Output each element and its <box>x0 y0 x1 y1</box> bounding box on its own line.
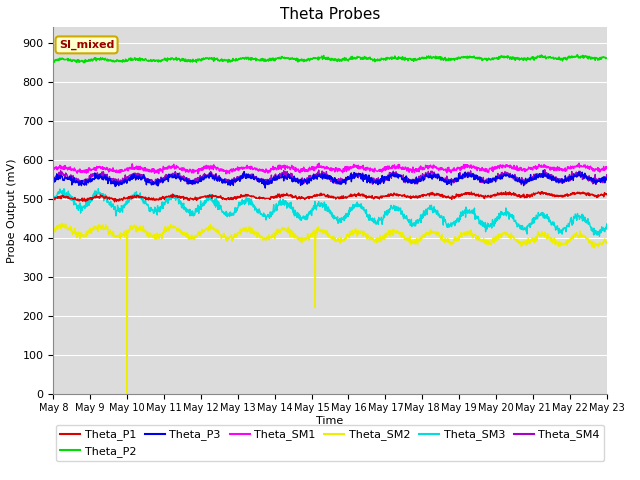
Theta_SM1 <box>235 165 243 170</box>
Theta_SM4 <box>538 171 545 177</box>
Line: Theta_P1: Theta_P1 <box>53 192 607 202</box>
X-axis label: Time: Time <box>316 416 344 426</box>
Text: SI_mixed: SI_mixed <box>59 40 115 50</box>
Theta_P3 <box>173 175 180 180</box>
Theta_P1 <box>538 190 545 196</box>
Theta_P3 <box>540 168 547 173</box>
Theta_P1 <box>489 193 497 199</box>
Theta_P1 <box>538 189 545 194</box>
Theta_SM3 <box>417 216 424 222</box>
Theta_P3 <box>261 185 269 191</box>
Theta_SM1 <box>316 160 323 166</box>
Theta_P3 <box>603 177 611 182</box>
Theta_P2 <box>49 56 57 62</box>
Theta_SM1 <box>173 163 180 168</box>
Theta_SM3 <box>95 186 102 192</box>
Theta_SM4 <box>75 182 83 188</box>
Theta_P3 <box>489 176 497 181</box>
Theta_SM3 <box>173 195 180 201</box>
Theta_SM1 <box>222 171 230 177</box>
Line: Theta_SM2: Theta_SM2 <box>53 223 607 394</box>
Theta_SM1 <box>489 168 497 174</box>
Theta_P1 <box>111 199 118 205</box>
Theta_SM4 <box>417 177 424 182</box>
Theta_SM2 <box>603 239 611 244</box>
Theta_SM1 <box>49 168 57 173</box>
Theta_SM2 <box>124 391 131 396</box>
Theta_SM2 <box>538 233 545 239</box>
Theta_SM4 <box>603 172 611 178</box>
Theta_P1 <box>159 194 167 200</box>
Theta_SM1 <box>603 165 611 170</box>
Y-axis label: Probe Output (mV): Probe Output (mV) <box>7 158 17 263</box>
Theta_SM2 <box>49 225 57 230</box>
Legend: Theta_P1, Theta_P2, Theta_P3, Theta_SM1, Theta_SM2, Theta_SM3, Theta_SM4: Theta_P1, Theta_P2, Theta_P3, Theta_SM1,… <box>56 425 604 461</box>
Theta_SM3 <box>538 210 545 216</box>
Theta_SM2 <box>417 236 424 241</box>
Theta_P2 <box>538 52 545 58</box>
Line: Theta_P2: Theta_P2 <box>53 55 607 63</box>
Theta_SM3 <box>49 196 57 202</box>
Line: Theta_SM3: Theta_SM3 <box>53 189 607 236</box>
Theta_P3 <box>49 177 57 182</box>
Theta_SM3 <box>489 217 497 223</box>
Theta_SM2 <box>236 229 243 235</box>
Theta_P1 <box>603 191 611 197</box>
Title: Theta Probes: Theta Probes <box>280 7 380 22</box>
Theta_P2 <box>173 58 180 63</box>
Theta_SM4 <box>235 177 243 182</box>
Theta_SM3 <box>596 233 604 239</box>
Theta_P1 <box>235 194 243 200</box>
Theta_SM4 <box>173 175 180 181</box>
Theta_SM4 <box>541 167 548 172</box>
Theta_SM4 <box>489 179 497 184</box>
Theta_P1 <box>49 195 57 201</box>
Theta_SM1 <box>159 167 167 173</box>
Theta_SM3 <box>159 201 167 206</box>
Theta_P3 <box>234 176 242 181</box>
Theta_P1 <box>173 193 180 199</box>
Theta_P3 <box>417 179 424 184</box>
Theta_SM2 <box>160 229 168 235</box>
Line: Theta_SM1: Theta_SM1 <box>53 163 607 174</box>
Theta_P3 <box>159 179 167 184</box>
Theta_P2 <box>235 56 243 61</box>
Theta_P2 <box>80 60 88 66</box>
Theta_P3 <box>538 172 545 178</box>
Line: Theta_P3: Theta_P3 <box>53 170 607 188</box>
Theta_P2 <box>159 57 167 62</box>
Theta_SM1 <box>538 164 545 170</box>
Theta_SM3 <box>235 200 243 206</box>
Theta_P2 <box>417 56 424 62</box>
Theta_P1 <box>417 194 424 200</box>
Theta_P2 <box>603 55 611 61</box>
Theta_P2 <box>489 56 497 62</box>
Theta_SM4 <box>159 175 167 180</box>
Theta_P2 <box>573 52 581 58</box>
Theta_SM1 <box>417 163 424 169</box>
Theta_SM2 <box>173 228 181 233</box>
Theta_SM3 <box>603 221 611 227</box>
Theta_SM2 <box>58 220 66 226</box>
Theta_SM2 <box>489 236 497 241</box>
Theta_SM4 <box>49 175 57 181</box>
Line: Theta_SM4: Theta_SM4 <box>53 169 607 185</box>
